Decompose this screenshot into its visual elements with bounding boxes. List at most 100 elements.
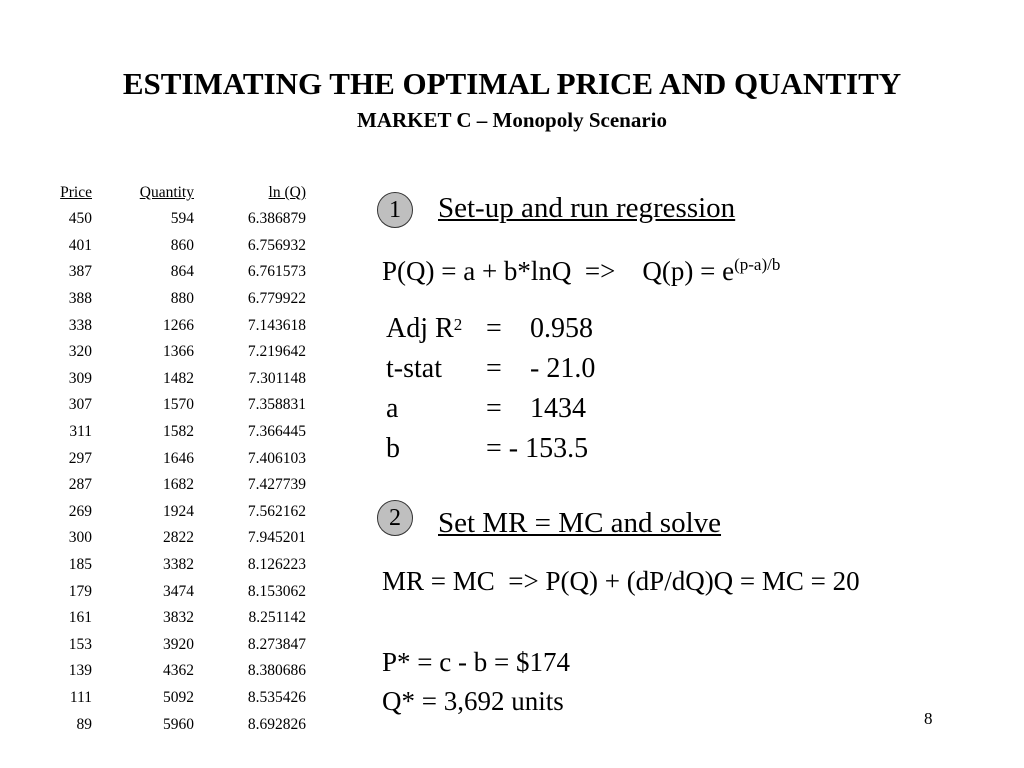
ln-q-cell: 7.945201 bbox=[247, 529, 306, 547]
table-row: 338 1266 7.143618 bbox=[42, 312, 306, 339]
quantity-cell: 3832 bbox=[163, 609, 194, 627]
quantity-cell: 1924 bbox=[163, 502, 194, 520]
table-row: 307 1570 7.358831 bbox=[42, 392, 306, 419]
price-cell: 307 bbox=[68, 396, 92, 414]
quantity-cell: 1366 bbox=[163, 343, 194, 361]
price-cell: 311 bbox=[69, 423, 92, 441]
regression-formula: P(Q) = a + b*lnQ => Q(p) = e(p-a)/b bbox=[382, 255, 780, 287]
price-cell: 179 bbox=[68, 582, 92, 600]
optimal-quantity: Q* = 3,692 units bbox=[382, 686, 564, 716]
step-2-badge: 2 bbox=[377, 500, 413, 536]
table-body: 450 594 6.386879 401 860 6.756932 387 864 6.7615… bbox=[42, 206, 306, 738]
ln-q-cell: 7.562162 bbox=[247, 502, 306, 520]
price-cell: 161 bbox=[68, 609, 92, 627]
price-cell: 309 bbox=[68, 369, 92, 387]
ln-q-cell: 6.386879 bbox=[247, 210, 306, 228]
stat-equals: = bbox=[486, 393, 502, 424]
quantity-cell: 594 bbox=[170, 210, 194, 228]
column-header-quantity: Quantity bbox=[139, 184, 194, 201]
stat-row: b = - 153.5 bbox=[386, 429, 588, 469]
table-row: 309 1482 7.301148 bbox=[42, 366, 306, 393]
table-row: 161 3832 8.251142 bbox=[42, 605, 306, 632]
quantity-cell: 880 bbox=[170, 290, 194, 308]
data-table: Price Quantity ln (Q) 450 594 6.386879 401 8… bbox=[42, 184, 306, 738]
table-row: 185 3382 8.126223 bbox=[42, 552, 306, 579]
slide-subtitle: MARKET C – Monopoly Scenario bbox=[357, 108, 667, 132]
price-cell: 89 bbox=[76, 715, 93, 733]
quantity-cell: 1266 bbox=[163, 316, 194, 334]
table-row: 89 5960 8.692826 bbox=[42, 711, 307, 738]
table-header-row: Price Quantity ln (Q) bbox=[42, 184, 306, 206]
ln-q-cell: 7.366445 bbox=[247, 423, 306, 441]
ln-q-cell: 7.406103 bbox=[247, 449, 306, 467]
ln-q-cell: 8.380686 bbox=[247, 662, 306, 680]
table-row: 269 1924 7.562162 bbox=[42, 499, 306, 526]
ln-q-cell: 8.126223 bbox=[247, 556, 306, 574]
table-row: 111 5092 8.535426 bbox=[42, 685, 306, 712]
price-cell: 401 bbox=[68, 236, 92, 254]
stat-label: a bbox=[386, 389, 486, 429]
price-cell: 300 bbox=[68, 529, 92, 547]
page-number: 8 bbox=[924, 709, 933, 728]
quantity-cell: 5092 bbox=[163, 688, 194, 706]
price-cell: 450 bbox=[68, 210, 92, 228]
stat-row: a = 1434 bbox=[386, 389, 586, 429]
quantity-cell: 1570 bbox=[163, 396, 194, 414]
ln-q-cell: 8.692826 bbox=[247, 715, 306, 733]
quantity-cell: 1682 bbox=[163, 476, 194, 494]
stat-label-text: t-stat bbox=[386, 353, 442, 384]
quantity-cell: 3474 bbox=[163, 582, 194, 600]
table-row: 139 4362 8.380686 bbox=[42, 658, 306, 685]
table-row: 401 860 6.756932 bbox=[42, 233, 306, 260]
table-row: 153 3920 8.273847 bbox=[42, 632, 306, 659]
table-row: 297 1646 7.406103 bbox=[42, 445, 306, 472]
stat-equals: = - 153.5 bbox=[486, 433, 589, 464]
quantity-cell: 1482 bbox=[163, 369, 194, 387]
ln-q-cell: 6.761573 bbox=[247, 263, 306, 281]
ln-q-cell: 8.273847 bbox=[247, 635, 306, 653]
step-2-heading: Set MR = MC and solve bbox=[438, 507, 722, 539]
stat-value: 1434 bbox=[530, 393, 586, 424]
price-cell: 269 bbox=[68, 502, 92, 520]
table-row: 300 2822 7.945201 bbox=[42, 525, 306, 552]
quantity-cell: 2822 bbox=[163, 529, 194, 547]
stat-equals: = bbox=[486, 313, 502, 344]
quantity-cell: 5960 bbox=[163, 715, 194, 733]
price-cell: 139 bbox=[68, 662, 92, 680]
table-row: 320 1366 7.219642 bbox=[42, 339, 306, 366]
ln-q-cell: 7.143618 bbox=[247, 316, 306, 334]
quantity-cell: 3920 bbox=[163, 635, 194, 653]
ln-q-cell: 8.153062 bbox=[247, 582, 306, 600]
ln-q-cell: 6.756932 bbox=[247, 236, 306, 254]
stat-label-superscript: 2 bbox=[453, 315, 463, 334]
stat-equals: = bbox=[486, 353, 502, 384]
quantity-cell: 4362 bbox=[163, 662, 194, 680]
table-row: 311 1582 7.366445 bbox=[42, 419, 306, 446]
stat-label-text: b bbox=[386, 433, 400, 464]
stat-value: - 21.0 bbox=[530, 353, 596, 384]
ln-q-cell: 6.779922 bbox=[247, 290, 306, 308]
optimal-price: P* = c - b = $174 bbox=[382, 647, 570, 677]
column-header-price: Price bbox=[60, 184, 92, 201]
table-row: 450 594 6.386879 bbox=[42, 206, 306, 233]
price-cell: 185 bbox=[68, 556, 92, 574]
step-1-badge: 1 bbox=[377, 192, 413, 228]
ln-q-cell: 7.427739 bbox=[247, 476, 306, 494]
stat-label-text: Adj R bbox=[386, 313, 454, 344]
stat-row: t-stat = - 21.0 bbox=[386, 349, 595, 389]
price-cell: 297 bbox=[68, 449, 92, 467]
slide-title: ESTIMATING THE OPTIMAL PRICE AND QUANTIT… bbox=[122, 66, 902, 101]
price-cell: 387 bbox=[68, 263, 92, 281]
quantity-cell: 1646 bbox=[163, 449, 194, 467]
table-row: 388 880 6.779922 bbox=[42, 286, 306, 313]
quantity-cell: 860 bbox=[170, 236, 194, 254]
ln-q-cell: 7.219642 bbox=[247, 343, 306, 361]
regression-formula-text: P(Q) = a + b*lnQ => Q(p) = e bbox=[382, 256, 735, 286]
price-cell: 153 bbox=[68, 635, 92, 653]
stat-row: Adj R2 = 0.958 bbox=[386, 309, 593, 349]
quantity-cell: 864 bbox=[170, 263, 194, 281]
mr-mc-equation: MR = MC => P(Q) + (dP/dQ)Q = MC = 20 bbox=[382, 566, 860, 596]
price-cell: 287 bbox=[68, 476, 92, 494]
stat-label: Adj R2 bbox=[386, 309, 486, 349]
stat-label: t-stat bbox=[386, 349, 486, 389]
